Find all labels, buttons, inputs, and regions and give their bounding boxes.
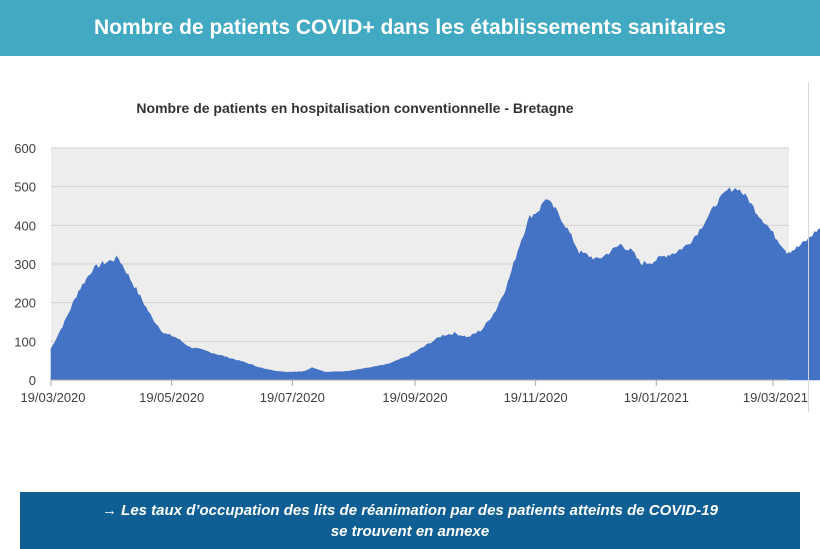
y-tick-label: 600: [14, 141, 36, 156]
x-tick-label: 19/11/2020: [504, 390, 568, 405]
y-tick-label: 500: [14, 180, 36, 195]
page-header: Nombre de patients COVID+ dans les établ…: [0, 0, 820, 56]
series-area-hospitalisations: [50, 187, 820, 381]
panel-divider: [808, 82, 809, 412]
x-tick-label: 19/05/2020: [139, 390, 204, 405]
x-tick-label: 19/07/2020: [260, 390, 325, 405]
y-tick-label: 300: [14, 257, 36, 272]
x-tick-label: 19/03/2021: [743, 390, 808, 405]
x-tick-label: 19/03/2020: [20, 390, 85, 405]
y-tick-label: 100: [14, 334, 36, 349]
page-title: Nombre de patients COVID+ dans les établ…: [94, 16, 726, 39]
y-tick-label: 200: [14, 296, 36, 311]
hospitalization-chart: 0 100 200 300 400 500 600 19/03/2020 19/05/2020 1…: [14, 141, 820, 405]
annex-note-line-1: → Les taux d’occupation des lits de réan…: [102, 501, 718, 519]
x-tick-label: 19/01/2021: [624, 390, 689, 405]
annex-note-banner: → Les taux d’occupation des lits de réan…: [20, 492, 800, 549]
chart-area: Nombre de patients en hospitalisation co…: [0, 80, 820, 420]
x-tick-label: 19/09/2020: [382, 390, 447, 405]
y-tick-label: 0: [29, 373, 36, 388]
chart-title: Nombre de patients en hospitalisation co…: [136, 100, 574, 116]
annex-note-line-2: se trouvent en annexe: [330, 522, 490, 540]
y-tick-label: 400: [14, 218, 36, 233]
